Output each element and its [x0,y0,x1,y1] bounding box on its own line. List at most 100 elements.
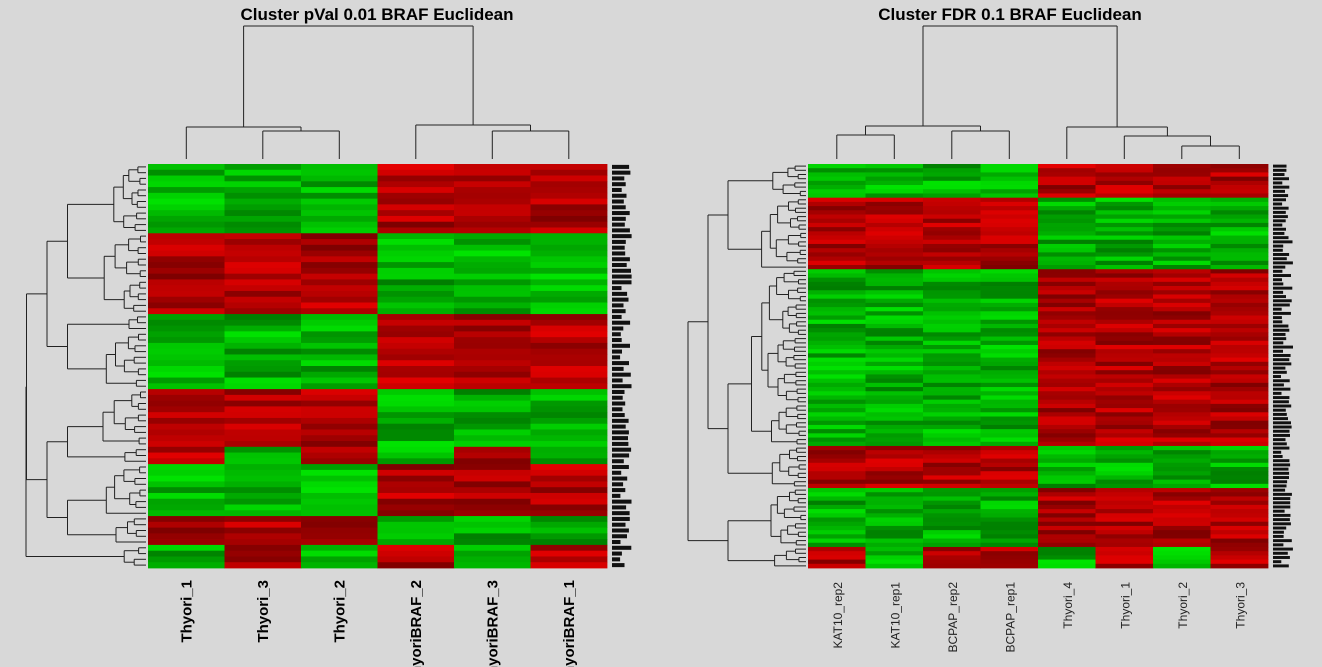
row-label [612,211,630,216]
heatmap-cell [148,510,225,517]
heatmap-cell [1038,521,1096,527]
heatmap-cell [980,483,1039,489]
heatmap-cell [808,433,866,438]
heatmap-cell [865,450,924,455]
column-label: KAT10_rep1 [888,582,902,649]
heatmap-cell [530,262,608,269]
row-label [612,407,623,412]
heatmap-cell [148,366,225,373]
heatmap-cell [148,360,225,367]
heatmap-cell [1038,197,1096,203]
row-label [1273,219,1286,223]
heatmap-cell [865,286,924,291]
heatmap-cell [301,181,378,188]
heatmap-cell [1038,378,1096,384]
heatmap-cell [224,550,302,557]
heatmap-cell [865,277,924,283]
row-label [612,499,632,504]
row-label [1273,189,1285,193]
heatmap-cell [923,454,981,459]
heatmap-cell [808,483,866,489]
heatmap-cell [865,534,924,539]
heatmap-cell [224,371,302,378]
heatmap-cell [301,406,378,413]
row-label [1273,215,1288,219]
heatmap-cell [224,239,302,246]
heatmap-cell [530,389,608,396]
heatmap-cell [980,357,1039,363]
heatmap-cell [1210,441,1269,447]
row-label [1273,387,1291,391]
heatmap-cell [923,441,981,447]
heatmap-cell [530,319,608,326]
heatmap-cell [377,285,455,292]
column-label: ThyoriBRAF_1 [561,580,578,667]
heatmap-cell [148,192,225,200]
heatmap-cell [1038,513,1096,518]
heatmap-cell [980,441,1039,447]
heatmap-cell [1210,387,1269,392]
heatmap-cell [1153,197,1211,203]
heatmap-cell [1153,488,1211,493]
heatmap-cell [1038,286,1096,291]
heatmap-cell [865,315,924,321]
heatmap-cell [1210,248,1269,253]
heatmap-cell [530,556,608,563]
heatmap-cell [865,281,924,287]
heatmap-cell [1153,496,1211,502]
heatmap-cell [224,446,302,453]
heatmap-cell [148,210,225,217]
row-label [1273,278,1282,282]
row-label [612,493,621,498]
heatmap-cell [865,530,924,535]
heatmap-cell [808,496,866,502]
heatmap-cell [1210,353,1269,358]
heatmap-cell [1095,542,1154,548]
heatmap-cell [224,221,302,228]
heatmap-cell [865,513,924,518]
heatmap-cell [530,510,608,517]
heatmap-cell [148,527,225,534]
heatmap-cell [148,469,225,477]
heatmap-cell [923,387,981,392]
heatmap-cell [865,496,924,502]
heatmap-cell [923,193,981,199]
heatmap-cell [224,290,302,298]
heatmap-cell [865,319,924,325]
heatmap-cell [923,458,981,464]
heatmap-cell [454,464,531,471]
heatmap-cell [923,445,981,451]
heatmap-left-title: Cluster pVal 0.01 BRAF Euclidean [240,5,513,24]
heatmap-cell [454,360,531,367]
heatmap-cell [224,556,302,563]
heatmap-cell [1095,370,1154,375]
heatmap-cell [454,389,531,396]
heatmap-cell [980,180,1039,186]
heatmap-cell [377,389,455,396]
heatmap-cell [224,394,302,402]
heatmap-cell [301,279,378,286]
heatmap-cell [980,534,1039,539]
heatmap-cell [148,319,225,326]
row-label [612,447,632,452]
heatmap-cell [301,285,378,292]
heatmap-cell [865,437,924,443]
heatmap-cell [980,243,1039,249]
heatmap-cell [1153,252,1211,257]
heatmap-cell [454,175,531,182]
heatmap-cell [865,559,924,565]
heatmap-cell [980,471,1039,476]
heatmap-cell [224,464,302,471]
heatmap-cell [148,337,225,344]
heatmap-cell [530,406,608,413]
heatmap-cell [865,366,924,371]
heatmap-cell [530,446,608,453]
heatmap-cell [1038,483,1096,489]
heatmap-cell [1153,231,1211,236]
heatmap-cell [980,328,1039,333]
heatmap-cell [224,377,302,384]
row-label [1273,379,1290,383]
row-label [612,557,621,562]
heatmap-cell [377,233,455,240]
heatmap-cell [377,187,455,194]
